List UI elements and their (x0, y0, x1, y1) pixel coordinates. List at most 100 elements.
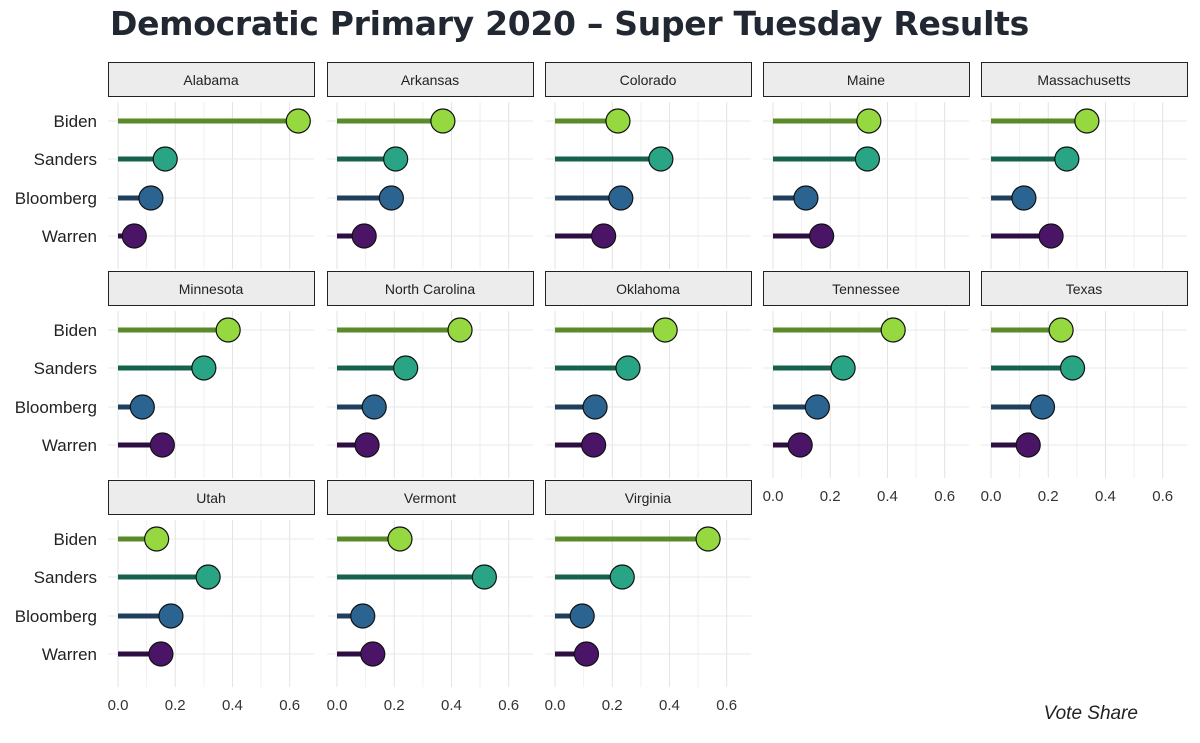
point-warren (360, 641, 386, 667)
point-biden (447, 317, 473, 343)
panel-utah: Utah Biden Sanders Bloomberg Warren 0.0 0.2 0.4… (15, 480, 315, 714)
point-warren (809, 223, 835, 249)
point-bloomberg (1011, 185, 1037, 211)
y-tick-label-bloomberg: Bloomberg (15, 189, 97, 208)
point-warren (1038, 223, 1064, 249)
point-warren (354, 432, 380, 458)
point-bloomberg (158, 603, 184, 629)
x-tick-label: 0.6 (279, 697, 300, 714)
panel-strip (108, 62, 315, 97)
point-bloomberg (138, 185, 164, 211)
panel-title-utah: Utah (196, 490, 226, 506)
point-bloomberg (608, 185, 634, 211)
point-warren (573, 641, 600, 667)
point-sanders (383, 146, 409, 172)
panel-strip (545, 271, 752, 306)
y-tick-label-biden: Biden (54, 321, 97, 340)
point-sanders (1054, 146, 1080, 172)
panel-massachusetts: Massachusetts (981, 62, 1188, 269)
panel-texas: Texas 0.0 0.2 0.4 0.6 (981, 271, 1188, 505)
y-tick-label-sanders: Sanders (34, 568, 97, 587)
panel-title-massachusetts: Massachusetts (1037, 72, 1130, 88)
point-warren (1015, 432, 1041, 458)
panel-title-tennessee: Tennessee (832, 281, 900, 297)
panel-title-vermont: Vermont (404, 490, 456, 506)
y-tick-label-warren: Warren (42, 645, 97, 664)
point-biden (1074, 108, 1100, 134)
x-tick-label: 0.6 (716, 697, 737, 714)
panel-north-carolina: North Carolina (327, 271, 534, 478)
panel-oklahoma: Oklahoma (545, 271, 752, 478)
point-bloomberg (361, 394, 387, 420)
panel-strip (545, 480, 752, 515)
point-sanders (191, 355, 217, 381)
point-sanders (195, 564, 221, 590)
x-tick-label: 0.2 (820, 488, 841, 505)
point-biden (215, 317, 241, 343)
point-biden (605, 108, 631, 134)
panel-arkansas: Arkansas (327, 62, 534, 269)
point-biden (430, 108, 456, 134)
panel-virginia: Virginia 0.0 0.2 0.4 0.6 (545, 480, 752, 714)
point-warren (149, 432, 175, 458)
panel-strip (327, 271, 534, 306)
x-tick-label: 0.6 (1152, 488, 1173, 505)
x-tick-label: 0.0 (545, 697, 566, 714)
x-tick-label: 0.0 (108, 697, 129, 714)
panel-tennessee: Tennessee 0.0 0.2 0.4 0.6 (763, 271, 970, 505)
point-sanders (854, 146, 881, 172)
panel-title-maine: Maine (847, 72, 885, 88)
panel-title-texas: Texas (1066, 281, 1103, 297)
panel-title-oklahoma: Oklahoma (616, 281, 680, 297)
chart-title: Democratic Primary 2020 – Super Tuesday … (110, 4, 1029, 43)
panel-vermont: Vermont 0.0 0.2 0.4 0.6 (327, 480, 534, 714)
point-warren (787, 432, 813, 458)
panel-strip (981, 62, 1188, 97)
y-tick-label-sanders: Sanders (34, 150, 97, 169)
point-sanders (471, 564, 497, 590)
point-sanders (615, 355, 641, 381)
x-tick-label: 0.2 (1038, 488, 1059, 505)
x-tick-label: 0.2 (602, 697, 623, 714)
point-warren (121, 223, 147, 249)
panel-alabama: Alabama Biden Sanders Bloomberg Warren (15, 62, 315, 269)
point-warren (581, 432, 607, 458)
panel-strip (108, 271, 315, 306)
point-biden (695, 526, 721, 552)
x-axis-label: Vote Share (1043, 703, 1138, 724)
panel-title-colorado: Colorado (620, 72, 677, 88)
point-bloomberg (804, 394, 830, 420)
x-tick-label: 0.4 (1095, 488, 1116, 505)
x-tick-label: 0.4 (659, 697, 680, 714)
x-tick-label: 0.2 (384, 697, 405, 714)
point-bloomberg (378, 185, 404, 211)
point-warren (351, 223, 377, 249)
point-biden (285, 108, 311, 134)
point-biden (856, 108, 882, 134)
y-tick-label-biden: Biden (54, 112, 97, 131)
panel-strip (327, 480, 534, 515)
point-warren (591, 223, 617, 249)
panel-maine: Maine (763, 62, 970, 269)
x-tick-label: 0.0 (981, 488, 1002, 505)
panel-strip (327, 62, 534, 97)
point-bloomberg (793, 185, 819, 211)
point-bloomberg (582, 394, 608, 420)
x-tick-label: 0.4 (877, 488, 898, 505)
x-tick-label: 0.4 (222, 697, 243, 714)
panel-strip (763, 271, 970, 306)
x-tick-label: 0.2 (165, 697, 186, 714)
point-biden (652, 317, 678, 343)
x-tick-label: 0.4 (441, 697, 462, 714)
panel-title-arkansas: Arkansas (401, 72, 459, 88)
point-bloomberg (569, 603, 595, 629)
panel-minnesota: Minnesota Biden Sanders Bloomberg Warren (15, 271, 315, 478)
panel-strip (108, 480, 315, 515)
point-biden (144, 526, 170, 552)
panel-strip (545, 62, 752, 97)
point-bloomberg (350, 603, 376, 629)
point-sanders (609, 564, 635, 590)
y-tick-label-warren: Warren (42, 436, 97, 455)
point-warren (148, 641, 174, 667)
